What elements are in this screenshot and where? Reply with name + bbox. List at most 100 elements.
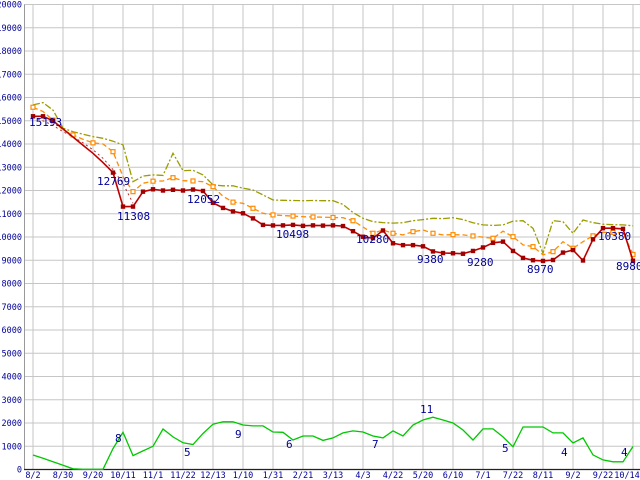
square-marker [160,188,166,193]
y-tick-label: 13000 [0,163,22,173]
y-tick-label: 12000 [0,187,22,197]
price-annotations: 15193 12769 11308 12052 10498 10280 9380 9280 89… [29,116,640,276]
y-tick-label: 8000 [2,280,22,290]
square-marker [380,228,386,233]
square-marker [530,258,536,263]
count-label: 4 [561,446,568,459]
hollow-square-marker [150,178,156,184]
x-tick-label: 4/3 [355,471,370,480]
price-label: 10380 [598,230,631,243]
hollow-square-marker [190,178,196,184]
square-marker [450,251,456,256]
x-tick-label: 4/22 [383,471,403,480]
square-marker [400,242,406,248]
main-price-markers [30,114,636,264]
y-tick-label: 14000 [0,140,22,150]
hollow-square-marker [510,234,516,240]
square-marker [120,204,126,209]
x-tick-label: 8/2 [25,471,40,480]
x-tick-label: 11/1 [143,471,163,480]
square-marker [260,222,266,228]
y-tick-label: 11000 [0,210,22,220]
y-tick-label: 10000 [0,233,22,243]
square-marker [170,187,176,193]
y-tick-label: 15000 [0,117,22,127]
square-marker [280,223,286,228]
y-tick-label: 1000 [2,442,22,452]
square-marker [570,247,576,253]
y-tick-label: 17000 [0,70,22,80]
square-marker [50,118,56,123]
x-tick-label: 10/11 [110,471,136,480]
x-tick-label: 9/20 [83,471,103,480]
y-tick-label: 3000 [2,396,22,406]
hollow-square-marker [490,235,496,241]
hollow-square-marker [30,104,36,110]
hollow-square-marker [330,214,336,221]
square-marker [150,187,156,192]
y-tick-label: 19000 [0,24,22,34]
x-tick-label: 6/10 [443,471,463,480]
square-marker [460,251,466,256]
y-tick-label: 4000 [2,373,22,383]
y-tick-label: 20000 [0,1,22,11]
square-marker [620,226,626,232]
square-marker [350,228,356,234]
price-label: 15193 [29,116,62,129]
square-marker [130,204,136,209]
square-marker [500,239,506,244]
square-marker [190,187,196,192]
x-tick-label: 9/22 [593,471,613,480]
price-label: 10280 [356,233,389,246]
square-marker [390,241,396,246]
square-marker [290,222,296,228]
hollow-square-marker [170,175,176,181]
hollow-square-marker [250,205,256,211]
count-line [32,416,634,470]
square-marker [230,209,236,214]
square-marker [590,237,596,242]
count-label: 9 [235,428,242,441]
x-tick-label: 3/13 [323,471,343,480]
x-tick-label: 7/22 [503,471,523,480]
square-marker [470,248,476,254]
y-tick-label: 18000 [0,47,22,57]
square-marker [430,249,436,254]
square-marker [580,258,586,263]
count-label: 5 [502,442,509,455]
square-marker [30,114,36,119]
square-marker [270,223,276,228]
square-marker [440,250,446,256]
x-tick-label: 7/1 [475,471,490,480]
price-label: 8980 [616,260,640,273]
price-label: 12769 [97,175,130,188]
hollow-square-marker [470,233,476,239]
x-tick-label: 1/31 [263,471,283,480]
square-marker [520,255,526,261]
square-marker [180,188,186,193]
x-tick-label: 12/13 [200,471,226,480]
price-label: 9380 [417,253,444,266]
hollow-square-marker [450,232,456,238]
gridlines [24,4,640,470]
square-marker [540,258,546,264]
square-marker [110,170,116,175]
y-tick-label: 0 [17,466,22,476]
square-marker [480,245,486,250]
x-tick-label: 11/22 [170,471,196,480]
hollow-square-marker [230,199,236,205]
square-marker [420,244,426,249]
square-marker [340,223,346,229]
x-tick-label: 5/20 [413,471,433,480]
square-marker [630,258,636,263]
count-label: 11 [420,403,433,416]
square-marker [410,242,416,248]
hollow-square-marker [390,230,396,236]
square-marker [560,250,566,255]
x-tick-label: 1/10 [233,471,253,480]
hollow-square-marker [370,230,376,236]
square-marker [310,223,316,228]
hollow-square-marker [270,212,276,218]
square-marker [250,216,256,221]
